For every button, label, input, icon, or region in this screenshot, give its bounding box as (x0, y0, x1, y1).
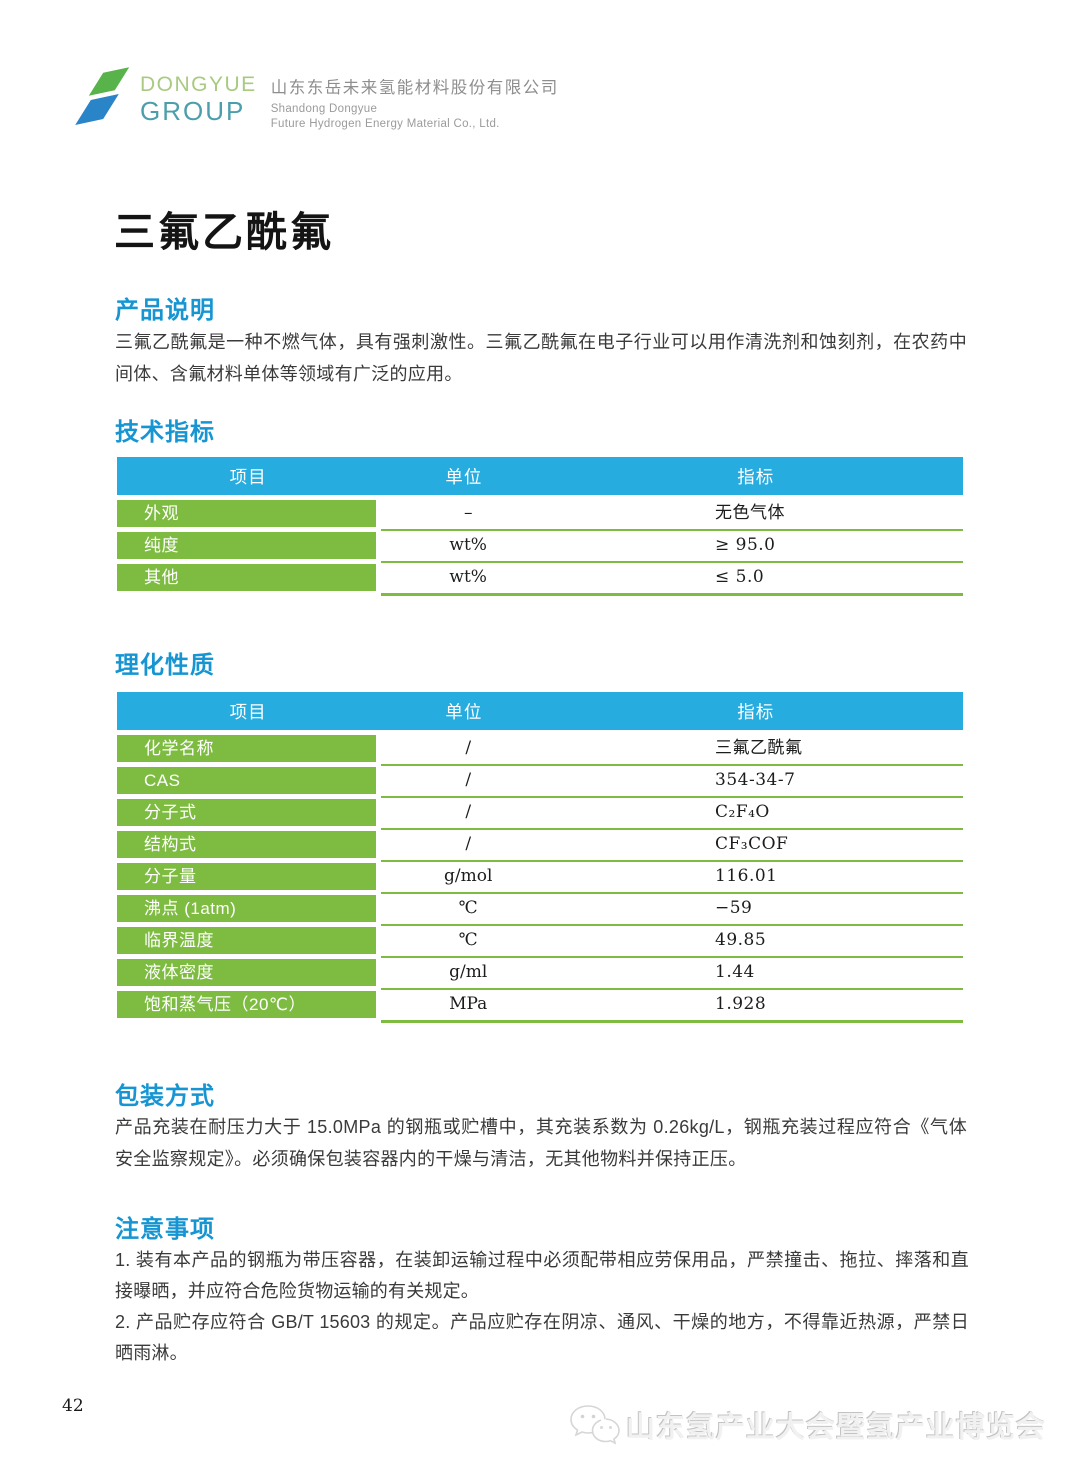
row-label-cell: 分子量 (117, 863, 376, 890)
row-label-cell: 液体密度 (117, 959, 376, 986)
unit-cell: g/ml (449, 962, 488, 982)
properties-table: 项目 单位 指标化学名称 / 三氟乙酰氟 CAS / 354-34-7 分子式 / C₂F₄O 结构式… (117, 692, 963, 1023)
table-row: 纯度 wt% ≥ 95.0 (117, 532, 963, 563)
table-row: 沸点 (1atm) ℃ −59 (117, 895, 963, 926)
section-heading-tech-specs: 技术指标 (115, 419, 215, 446)
table-row: 分子量 g/mol 116.01 (117, 863, 963, 894)
table-row: 结构式 / CF₃COF (117, 831, 963, 862)
row-label-cell: 饱和蒸气压（20℃） (117, 991, 376, 1018)
row-values: – 无色气体 (380, 500, 963, 531)
row-values: ℃ −59 (380, 895, 963, 926)
company-name-en-line2: Future Hydrogen Energy Material Co., Ltd… (270, 117, 500, 130)
logo-word-dongyue: DONGYUE (140, 73, 257, 96)
row-label-cell: 纯度 (117, 532, 376, 559)
row-label-cell: 临界温度 (117, 927, 376, 954)
logo-green-parallelogram (88, 67, 130, 96)
logo-word-group: GROUP (140, 96, 246, 126)
table-row: 液体密度 g/ml 1.44 (117, 959, 963, 990)
unit-cell: – (463, 503, 473, 523)
table-header-row: 项目 单位 指标 (117, 457, 963, 495)
wechat-icon (570, 1405, 620, 1445)
row-values: g/mol 116.01 (380, 863, 963, 894)
value-cell: C₂F₄O (715, 802, 770, 822)
table-row: 饱和蒸气压（20℃） MPa 1.928 (117, 991, 963, 1023)
value-cell: CF₃COF (715, 834, 789, 854)
tech-specs-table: 项目 单位 指标外观 – 无色气体纯度 wt% ≥ 95.0 其他 wt% ≤ 5.0 (117, 457, 963, 596)
unit-cell: ℃ (458, 930, 478, 950)
column-header: 指标 (737, 701, 775, 722)
brand-header: DONGYUE GROUP 山东东岳未来氢能材料股份有限公司 Shandong … (75, 67, 559, 132)
value-cell: 354-34-7 (715, 770, 796, 790)
row-values: wt% ≤ 5.0 (380, 564, 963, 596)
column-header: 单位 (445, 466, 483, 487)
value-cell: 1.928 (715, 994, 767, 1014)
column-header: 项目 (229, 466, 267, 487)
table-header-row: 项目 单位 指标 (117, 692, 963, 730)
value-cell: ≤ 5.0 (715, 567, 765, 587)
table-row: 临界温度 ℃ 49.85 (117, 927, 963, 958)
value-cell: ≥ 95.0 (715, 535, 776, 555)
note-item-1: 1. 装有本产品的钢瓶为带压容器，在装卸运输过程中必须配带相应劳保用品，严禁撞击… (115, 1250, 969, 1301)
row-label-cell: CAS (117, 767, 376, 794)
section-heading-notes: 注意事项 (115, 1216, 215, 1243)
table-row: 其他 wt% ≤ 5.0 (117, 564, 963, 596)
company-name-block: 山东东岳未来氢能材料股份有限公司 Shandong Dongyue Future… (271, 68, 559, 132)
row-values: wt% ≥ 95.0 (380, 532, 963, 563)
row-values: MPa 1.928 (380, 991, 963, 1023)
row-label-cell: 沸点 (1atm) (117, 895, 376, 922)
row-values: / 354-34-7 (380, 767, 963, 798)
table-row: 化学名称 / 三氟乙酰氟 (117, 735, 963, 766)
value-cell: −59 (715, 898, 753, 918)
row-label-cell: 化学名称 (117, 735, 376, 762)
row-label-cell: 结构式 (117, 831, 376, 858)
value-cell: 三氟乙酰氟 (715, 738, 803, 758)
column-header: 项目 (229, 701, 267, 722)
unit-cell: MPa (449, 994, 488, 1014)
section-heading-packaging: 包装方式 (115, 1083, 215, 1110)
row-values: / C₂F₄O (380, 799, 963, 830)
watermark: 山东氢产业大会暨氢产业博览会 (568, 1402, 1046, 1448)
unit-cell: / (465, 834, 472, 854)
table-row: CAS / 354-34-7 (117, 767, 963, 798)
row-values: / CF₃COF (380, 831, 963, 862)
dongyue-logo-icon (75, 67, 132, 128)
row-label-cell: 外观 (117, 500, 376, 527)
row-values: ℃ 49.85 (380, 927, 963, 958)
row-label-cell: 分子式 (117, 799, 376, 826)
section-heading-description: 产品说明 (115, 297, 215, 324)
column-header: 指标 (737, 466, 775, 487)
unit-cell: wt% (449, 567, 487, 587)
unit-cell: / (465, 770, 472, 790)
logo-blue-parallelogram (75, 94, 119, 125)
row-values: / 三氟乙酰氟 (380, 735, 963, 766)
watermark-text: 山东氢产业大会暨氢产业博览会 (625, 1412, 1046, 1444)
value-cell: 49.85 (715, 930, 767, 950)
unit-cell: / (465, 738, 472, 758)
unit-cell: g/mol (443, 866, 493, 886)
table-row: 外观 – 无色气体 (117, 500, 963, 531)
description-paragraph: 三氟乙酰氟是一种不燃气体，具有强刺激性。三氟乙酰氟在电子行业可以用作清洗剂和蚀刻… (115, 332, 967, 384)
row-values: g/ml 1.44 (380, 959, 963, 990)
value-cell: 1.44 (715, 962, 755, 982)
logo-wordmark: DONGYUE GROUP (140, 68, 257, 124)
page-number: 42 (62, 1396, 84, 1416)
packaging-paragraph: 产品充装在耐压力大于 15.0MPa 的钢瓶或贮槽中，其充装系数为 0.26kg… (115, 1117, 967, 1169)
row-label-cell: 其他 (117, 564, 376, 591)
unit-cell: wt% (449, 535, 487, 555)
value-cell: 116.01 (715, 866, 778, 886)
value-cell: 无色气体 (715, 503, 785, 523)
note-item-2: 2. 产品贮存应符合 GB/T 15603 的规定。产品应贮存在阴凉、通风、干燥… (115, 1312, 969, 1363)
unit-cell: / (465, 802, 472, 822)
company-name-en-line1: Shandong Dongyue (270, 103, 378, 115)
table-row: 分子式 / C₂F₄O (117, 799, 963, 830)
column-header: 单位 (445, 701, 483, 722)
section-heading-properties: 理化性质 (115, 652, 215, 679)
company-name-cn: 山东东岳未来氢能材料股份有限公司 (270, 79, 559, 97)
unit-cell: ℃ (458, 898, 478, 918)
notes-list: 1. 装有本产品的钢瓶为带压容器，在装卸运输过程中必须配带相应劳保用品，严禁撞击… (115, 1245, 969, 1369)
page-title: 三氟乙酰氟 (114, 209, 334, 255)
